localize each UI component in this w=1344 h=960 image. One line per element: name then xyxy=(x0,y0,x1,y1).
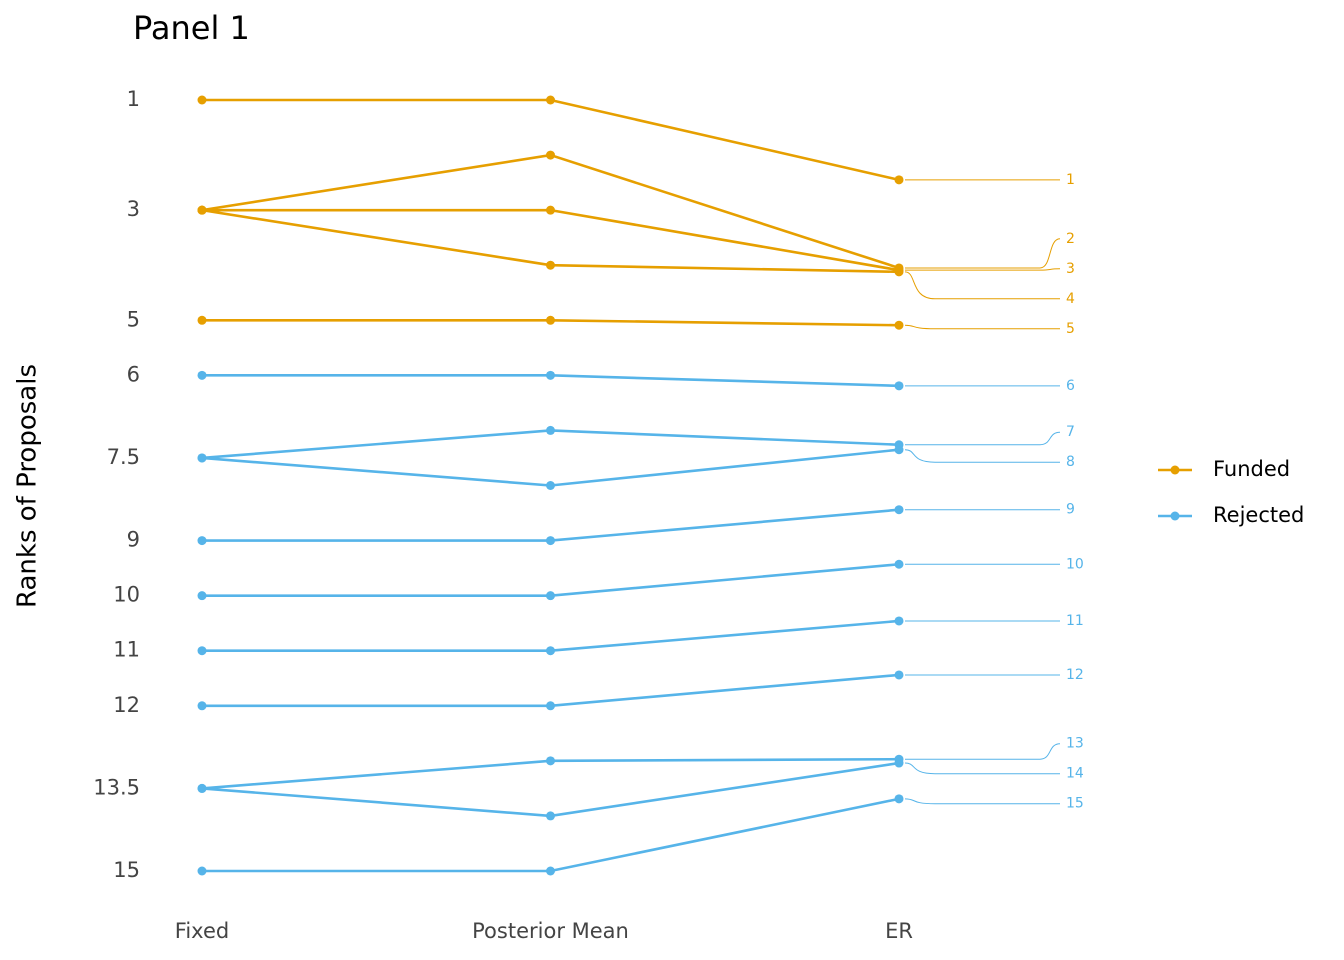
series-label: 8 xyxy=(1066,454,1075,470)
data-point xyxy=(546,536,555,546)
series-line xyxy=(202,508,900,542)
x-tick-label: Posterior Mean xyxy=(472,919,629,943)
x-tick-label: Fixed xyxy=(175,919,229,943)
series-label: 2 xyxy=(1066,231,1075,247)
y-tick-label: 9 xyxy=(127,528,140,552)
series-line xyxy=(202,98,900,182)
data-point xyxy=(197,866,207,876)
x-tick-label: ER xyxy=(885,919,913,943)
series-label: 13 xyxy=(1066,736,1084,752)
y-tick-label: 12 xyxy=(113,693,140,717)
series-label: 4 xyxy=(1066,291,1075,307)
legend-marker xyxy=(1170,511,1180,521)
y-tick-label: 3 xyxy=(127,197,140,221)
y-tick-label: 15 xyxy=(113,858,140,882)
label-connector xyxy=(904,798,1040,805)
data-point xyxy=(197,95,207,105)
data-point xyxy=(894,320,904,330)
series-label: 1 xyxy=(1066,172,1075,188)
data-point xyxy=(894,505,904,515)
series-line xyxy=(202,562,900,597)
legend-label: Rejected xyxy=(1213,503,1304,527)
series-line xyxy=(202,673,900,708)
series-line xyxy=(201,761,900,818)
data-point xyxy=(197,453,207,463)
y-tick-label: 10 xyxy=(113,583,140,607)
data-point xyxy=(546,646,555,656)
label-connector xyxy=(904,762,1040,775)
y-tick-label: 6 xyxy=(127,362,140,386)
label-connector xyxy=(905,431,1061,446)
chart-title: Panel 1 xyxy=(133,9,250,47)
data-point xyxy=(546,150,555,160)
series-label: 14 xyxy=(1066,766,1084,782)
series-label: 10 xyxy=(1066,556,1084,572)
data-point xyxy=(894,670,904,680)
data-point xyxy=(894,794,904,804)
series-label: 12 xyxy=(1066,667,1084,683)
data-point xyxy=(197,646,207,656)
data-point xyxy=(546,481,555,490)
data-point xyxy=(894,758,904,768)
label-connector xyxy=(904,449,1040,463)
y-tick-label: 13.5 xyxy=(93,775,140,799)
data-point xyxy=(894,175,904,185)
y-tick-label: 11 xyxy=(113,638,140,662)
series-label: 7 xyxy=(1066,424,1075,440)
legend-label: Funded xyxy=(1213,457,1290,481)
data-point xyxy=(546,260,555,270)
data-point xyxy=(197,536,207,546)
data-point xyxy=(546,701,555,711)
data-point xyxy=(546,315,555,325)
y-tick-label: 1 xyxy=(127,87,140,111)
y-tick-label: 5 xyxy=(127,307,140,331)
data-point xyxy=(197,370,207,380)
label-connector xyxy=(905,238,1061,269)
data-point xyxy=(894,445,904,455)
data-point xyxy=(197,783,207,793)
data-point xyxy=(894,616,904,626)
data-point xyxy=(197,591,207,601)
y-tick-label: 7.5 xyxy=(107,445,140,469)
series-label: 9 xyxy=(1066,502,1075,518)
label-connector xyxy=(905,743,1061,760)
data-point xyxy=(546,811,555,821)
label-connector xyxy=(904,271,1040,300)
y-axis-label: Ranks of Proposals xyxy=(13,364,43,608)
data-point xyxy=(546,95,555,105)
data-point xyxy=(546,425,555,435)
series-label: 15 xyxy=(1066,796,1084,812)
label-connector xyxy=(904,324,1040,330)
data-point xyxy=(894,381,904,391)
series-line xyxy=(202,797,900,873)
legend-marker xyxy=(1170,465,1180,475)
data-point xyxy=(894,559,904,569)
series-line xyxy=(201,448,900,487)
data-point xyxy=(546,205,555,215)
data-point xyxy=(894,267,904,277)
data-point xyxy=(197,205,207,215)
series-label: 3 xyxy=(1066,261,1075,277)
data-point xyxy=(197,315,207,325)
label-connector xyxy=(905,268,1061,271)
series-label: 6 xyxy=(1066,378,1075,394)
data-point xyxy=(546,866,555,876)
data-point xyxy=(546,370,555,380)
series-label: 11 xyxy=(1066,613,1084,629)
series-label: 5 xyxy=(1066,321,1075,337)
data-point xyxy=(546,591,555,601)
data-point xyxy=(546,756,555,766)
data-point xyxy=(197,701,207,711)
